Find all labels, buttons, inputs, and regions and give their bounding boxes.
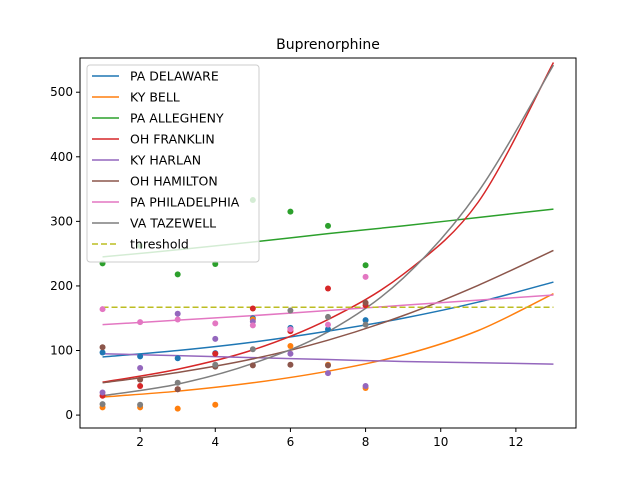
series-point-4-3 — [212, 335, 219, 342]
series-point-2-5 — [287, 208, 294, 215]
x-tick-label-1: 4 — [211, 435, 219, 449]
series-point-7-3 — [212, 361, 219, 368]
series-point-4-2 — [174, 310, 181, 317]
series-point-0-7 — [362, 317, 369, 324]
series-point-5-4 — [249, 362, 256, 369]
series-point-5-0 — [99, 344, 106, 351]
series-point-1-3 — [212, 401, 219, 408]
series-point-2-6 — [325, 222, 331, 229]
series-point-4-0 — [99, 389, 106, 396]
series-fit-line-3 — [102, 62, 555, 383]
series-point-6-2 — [174, 316, 181, 323]
series-point-5-5 — [287, 361, 294, 368]
series-point-3-3 — [212, 350, 219, 357]
chart-title: Buprenorphine — [276, 37, 380, 53]
legend-label-3: OH FRANKLIN — [130, 132, 215, 147]
series-point-6-4 — [249, 322, 256, 329]
series-point-3-1 — [137, 383, 144, 390]
series-fit-line-5 — [102, 249, 554, 384]
y-tick-label-4: 400 — [50, 150, 73, 164]
series-point-7-4 — [249, 346, 256, 353]
series-point-1-2 — [174, 405, 181, 412]
x-tick-label-0: 2 — [136, 435, 144, 449]
series-point-6-3 — [212, 320, 219, 327]
series-point-7-7 — [362, 321, 369, 328]
series-point-7-1 — [137, 401, 144, 408]
x-tick-label-2: 6 — [287, 435, 295, 449]
series-point-4-7 — [362, 383, 369, 390]
series-point-2-7 — [362, 262, 369, 269]
series-point-4-1 — [137, 364, 144, 371]
x-tick-label-5: 12 — [508, 435, 523, 449]
x-tick-label-3: 8 — [362, 435, 370, 449]
y-tick-label-2: 200 — [50, 279, 73, 293]
series-point-5-7 — [362, 299, 369, 306]
series-point-5-6 — [325, 362, 331, 369]
series-point-5-1 — [137, 376, 144, 383]
series-point-7-5 — [287, 307, 294, 314]
series-point-6-7 — [362, 273, 369, 280]
legend-label-5: OH HAMILTON — [130, 174, 218, 189]
legend-label-6: PA PHILADELPHIA — [130, 195, 240, 210]
legend-label-7: VA TAZEWELL — [130, 216, 216, 231]
legend-label-1: KY BELL — [130, 90, 180, 105]
series-point-4-6 — [325, 370, 331, 377]
y-tick-label-5: 500 — [50, 85, 73, 99]
y-tick-label-1: 100 — [50, 344, 73, 358]
legend-box — [86, 64, 260, 263]
x-tick-label-4: 10 — [433, 435, 448, 449]
series-point-2-2 — [174, 271, 181, 278]
series-point-1-5 — [287, 342, 294, 349]
series-point-6-5 — [287, 326, 294, 333]
series-point-0-6 — [325, 326, 331, 333]
legend-label-4: KY HARLAN — [130, 153, 201, 168]
series-point-7-2 — [174, 379, 181, 386]
legend-label-8: threshold — [130, 237, 189, 252]
y-tick-label-0: 0 — [65, 408, 73, 422]
series-point-6-6 — [325, 321, 331, 328]
series-point-0-2 — [174, 355, 181, 362]
series-point-7-6 — [325, 313, 331, 320]
series-point-5-2 — [174, 386, 181, 393]
legend-label-2: PA ALLEGHENY — [130, 111, 224, 126]
axis-ticks: 2 4 6 8 10 12 0 100 200 300 400 500 — [50, 85, 523, 449]
series-point-6-0 — [99, 306, 106, 313]
legend-label-0: PA DELAWARE — [130, 69, 219, 84]
series-point-3-6 — [325, 285, 331, 292]
series-point-0-0 — [99, 349, 106, 356]
axes-frame — [79, 57, 577, 429]
y-tick-label-3: 300 — [50, 214, 73, 228]
series-point-3-4 — [249, 305, 256, 312]
series-point-6-1 — [137, 319, 144, 326]
legend: PA DELAWARE KY BELL PA ALLEGHENY OH FRANKLI… — [86, 64, 260, 263]
series-point-4-5 — [287, 350, 294, 357]
series-point-0-1 — [137, 353, 144, 360]
series-point-7-0 — [99, 401, 106, 408]
